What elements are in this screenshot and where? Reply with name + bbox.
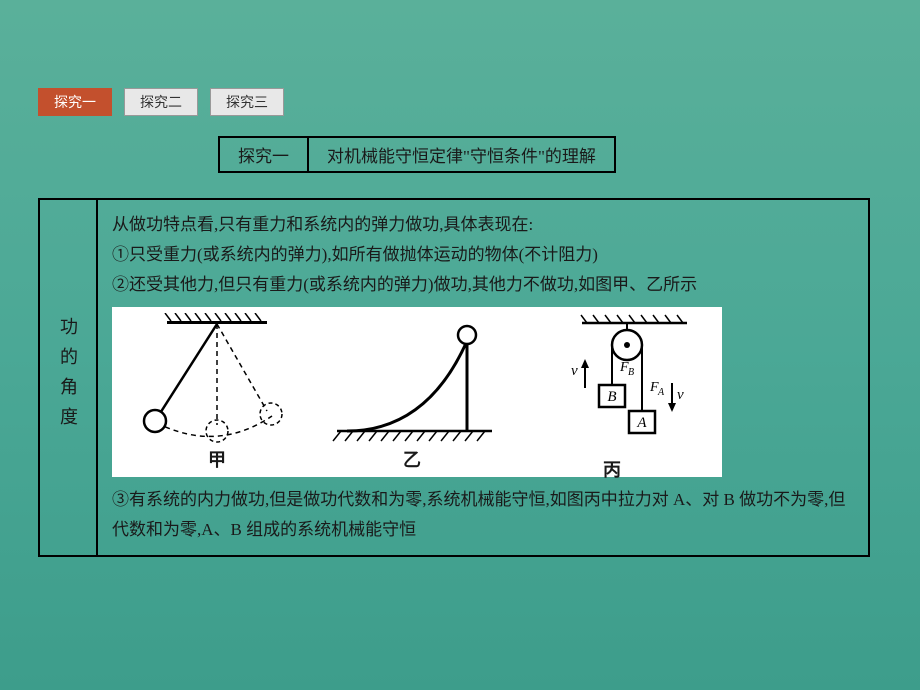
tab-2[interactable]: 探究二: [124, 88, 198, 116]
figure-yi-label: 乙: [403, 445, 421, 477]
curved-track-diagram-icon: [327, 313, 497, 443]
pendulum-diagram-icon: [137, 313, 297, 443]
title-bar: 探究一 对机械能守恒定律"守恒条件"的理解: [218, 136, 616, 173]
body-line-3: ②还受其他力,但只有重力(或系统内的弹力)做功,其他力不做功,如图甲、乙所示: [112, 270, 854, 300]
title-left: 探究一: [220, 138, 309, 171]
figure-jia: 甲: [137, 313, 297, 477]
svg-text:v: v: [571, 363, 578, 379]
tab-3[interactable]: 探究三: [210, 88, 284, 116]
main-content-box: 功的角度 从做功特点看,只有重力和系统内的弹力做功,具体表现在: ①只受重力(或…: [38, 198, 870, 557]
figure-jia-label: 甲: [208, 445, 226, 477]
tab-row: 探究一 探究二 探究三: [38, 88, 284, 116]
svg-text:B: B: [607, 389, 616, 405]
svg-text:B: B: [628, 367, 634, 378]
figure-bing: B A v F B F A v: [527, 313, 697, 487]
row-header: 功的角度: [40, 200, 98, 555]
row-header-label: 功的角度: [55, 317, 81, 437]
pulley-diagram-icon: B A v F B F A v: [527, 313, 697, 453]
figure-bing-label: 丙: [603, 455, 621, 487]
row-body: 从做功特点看,只有重力和系统内的弹力做功,具体表现在: ①只受重力(或系统内的弹…: [98, 200, 868, 555]
title-right: 对机械能守恒定律"守恒条件"的理解: [309, 138, 614, 171]
body-line-4: ③有系统的内力做功,但是做功代数和为零,系统机械能守恒,如图丙中拉力对 A、对 …: [112, 485, 854, 545]
svg-text:A: A: [657, 387, 665, 398]
body-line-1: 从做功特点看,只有重力和系统内的弹力做功,具体表现在:: [112, 210, 854, 240]
svg-text:A: A: [636, 415, 647, 431]
diagram-area: 甲: [112, 307, 722, 477]
svg-text:v: v: [677, 387, 684, 403]
tab-1[interactable]: 探究一: [38, 88, 112, 116]
body-line-2: ①只受重力(或系统内的弹力),如所有做抛体运动的物体(不计阻力): [112, 240, 854, 270]
figure-yi: 乙: [327, 313, 497, 477]
